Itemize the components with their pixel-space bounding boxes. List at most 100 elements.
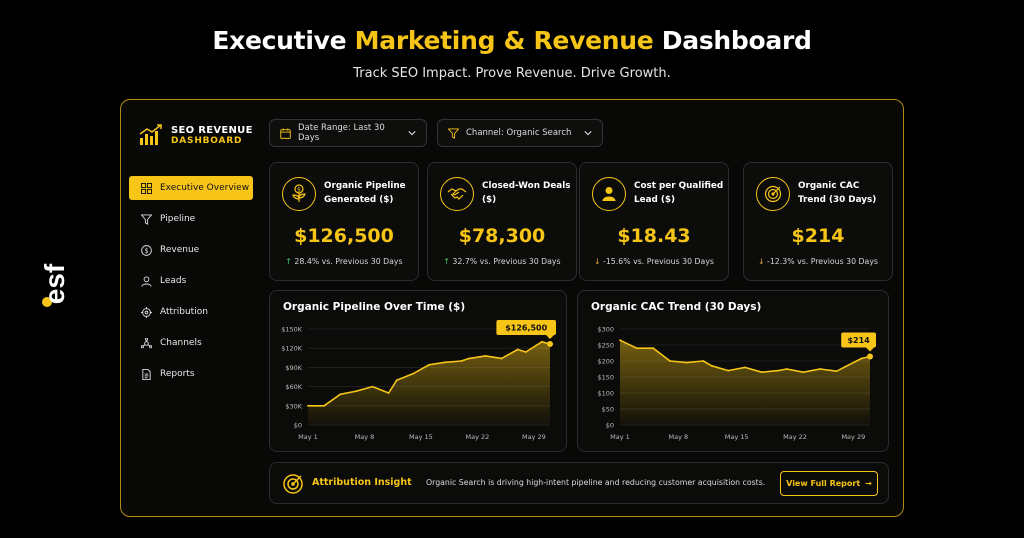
- user-icon: [141, 275, 152, 287]
- channel-value: Channel: Organic Search: [466, 128, 572, 138]
- calendar-icon: [280, 127, 291, 139]
- y-tick-label: $60K: [285, 383, 302, 391]
- funnel-icon: [141, 213, 152, 225]
- x-tick-label: May 29: [841, 433, 865, 441]
- title-part: Dashboard: [653, 26, 812, 55]
- kpi-icon-wrap: [756, 177, 790, 211]
- chart-title: Organic Pipeline Over Time ($): [283, 301, 466, 313]
- sidebar-item-pipeline[interactable]: Pipeline: [129, 207, 253, 231]
- title-part: Executive: [212, 26, 355, 55]
- y-tick-label: $300: [597, 326, 614, 334]
- chart-title: Organic CAC Trend (30 Days): [591, 301, 762, 313]
- kpi-card-cac-trend: Organic CAC Trend (30 Days) $214 ↓ -12.3…: [743, 162, 893, 281]
- sidebar-item-label: Pipeline: [160, 214, 196, 224]
- kpi-delta-text: 28.4% vs. Previous 30 Days: [294, 257, 403, 266]
- dashboard-panel: SEO REVENUE DASHBOARD Executive Overview…: [120, 99, 904, 517]
- data-point: [819, 368, 821, 370]
- page-title: Executive Marketing & Revenue Dashboard: [0, 26, 1024, 55]
- kpi-label: Organic Pipeline Generated ($): [324, 181, 406, 205]
- end-point: [547, 341, 553, 348]
- y-tick-label: $200: [597, 358, 614, 366]
- data-point: [635, 347, 638, 350]
- data-point: [685, 361, 688, 364]
- network-icon: [141, 337, 152, 348]
- callout-pointer: [866, 347, 874, 352]
- kpi-delta: ↑ 32.7% vs. Previous 30 Days: [428, 257, 576, 266]
- data-point: [835, 370, 838, 373]
- callout-label: $126,500: [505, 324, 547, 333]
- logo-dot: [42, 297, 52, 307]
- y-tick-label: $50: [602, 406, 614, 414]
- callout-box: [841, 332, 876, 348]
- y-tick-label: $150K: [281, 326, 303, 334]
- button-label: View Full Report: [786, 479, 861, 488]
- kpi-label: Closed-Won Deals ($): [482, 181, 571, 205]
- crosshair-icon: [141, 306, 152, 318]
- arrow-down-icon: ↓: [593, 257, 601, 266]
- arrow-right-icon: →: [865, 479, 872, 488]
- data-point: [844, 365, 846, 368]
- y-tick-label: $250: [597, 342, 614, 350]
- channel-dropdown[interactable]: Channel: Organic Search: [437, 119, 603, 147]
- x-tick-label: May 8: [669, 433, 689, 441]
- kpi-label: Organic CAC Trend (30 Days): [798, 181, 877, 205]
- data-point: [395, 379, 398, 382]
- data-point: [387, 392, 390, 394]
- handshake-icon: [447, 188, 467, 200]
- attribution-insight-bar: Attribution Insight Organic Search is dr…: [269, 462, 889, 504]
- title-accent: Marketing & Revenue: [354, 26, 654, 55]
- kpi-delta-text: -15.6% vs. Previous 30 Days: [603, 257, 714, 266]
- sidebar-item-reports[interactable]: Reports: [129, 362, 253, 386]
- sidebar-item-revenue[interactable]: $ Revenue: [129, 238, 253, 262]
- data-point: [428, 363, 430, 366]
- x-tick-label: May 1: [298, 433, 318, 441]
- date-range-value: Date Range: Last 30 Days: [298, 123, 385, 143]
- data-point: [468, 357, 471, 360]
- data-point: [727, 369, 730, 372]
- arrow-up-icon: ↑: [285, 257, 292, 266]
- series-line: [308, 341, 551, 407]
- sidebar-item-attribution[interactable]: Attribution: [129, 300, 253, 324]
- arrow-down-icon: ↓: [757, 257, 765, 266]
- y-tick-label: $150: [597, 374, 614, 382]
- x-tick-label: May 15: [725, 433, 749, 441]
- kpi-delta: ↓ -12.3% vs. Previous 30 Days: [744, 257, 892, 266]
- y-tick-label: $90K: [285, 364, 302, 372]
- kpi-delta-text: -12.3% vs. Previous 30 Days: [767, 257, 878, 266]
- data-point: [500, 357, 503, 360]
- bar-chart-icon: [139, 124, 162, 145]
- data-point: [460, 360, 463, 362]
- date-range-dropdown[interactable]: Date Range: Last 30 Days: [269, 119, 427, 147]
- money-plant-icon: $: [292, 184, 306, 202]
- data-point: [541, 340, 543, 343]
- sidebar-logo[interactable]: SEO REVENUE DASHBOARD: [139, 124, 253, 146]
- data-point: [411, 372, 414, 375]
- sidebar-item-channels[interactable]: Channels: [129, 331, 253, 355]
- view-full-report-button[interactable]: View Full Report →: [780, 471, 878, 496]
- logo-line1: SEO REVENUE: [171, 124, 253, 136]
- data-point: [619, 339, 621, 342]
- kpi-delta: ↓ -15.6% vs. Previous 30 Days: [580, 257, 728, 266]
- brand-logo: esf: [39, 263, 70, 307]
- data-point: [355, 390, 358, 392]
- kpi-delta-text: 32.7% vs. Previous 30 Days: [452, 257, 561, 266]
- kpi-card-pipeline: $ Organic Pipeline Generated ($) $126,50…: [269, 162, 419, 281]
- data-point: [777, 369, 780, 372]
- kpi-icon-wrap: [592, 177, 626, 211]
- y-tick-label: $0: [606, 422, 614, 430]
- data-point: [760, 371, 763, 374]
- kpi-value: $18.43: [617, 225, 691, 247]
- chevron-down-icon: [584, 131, 592, 136]
- cac-chart-card: Organic CAC Trend (30 Days) $0 $50 $100 $15…: [577, 290, 889, 452]
- svg-text:$: $: [297, 186, 301, 193]
- data-point: [371, 385, 374, 388]
- x-tick-label: May 8: [355, 433, 375, 441]
- sidebar-item-executive-overview[interactable]: Executive Overview: [129, 176, 253, 200]
- data-point: [484, 354, 487, 357]
- data-point: [785, 368, 788, 370]
- x-tick-label: May 1: [610, 433, 630, 441]
- sidebar-item-leads[interactable]: Leads: [129, 269, 253, 293]
- data-point: [524, 351, 527, 353]
- data-point: [444, 361, 447, 364]
- sidebar-item-label: Channels: [160, 338, 202, 348]
